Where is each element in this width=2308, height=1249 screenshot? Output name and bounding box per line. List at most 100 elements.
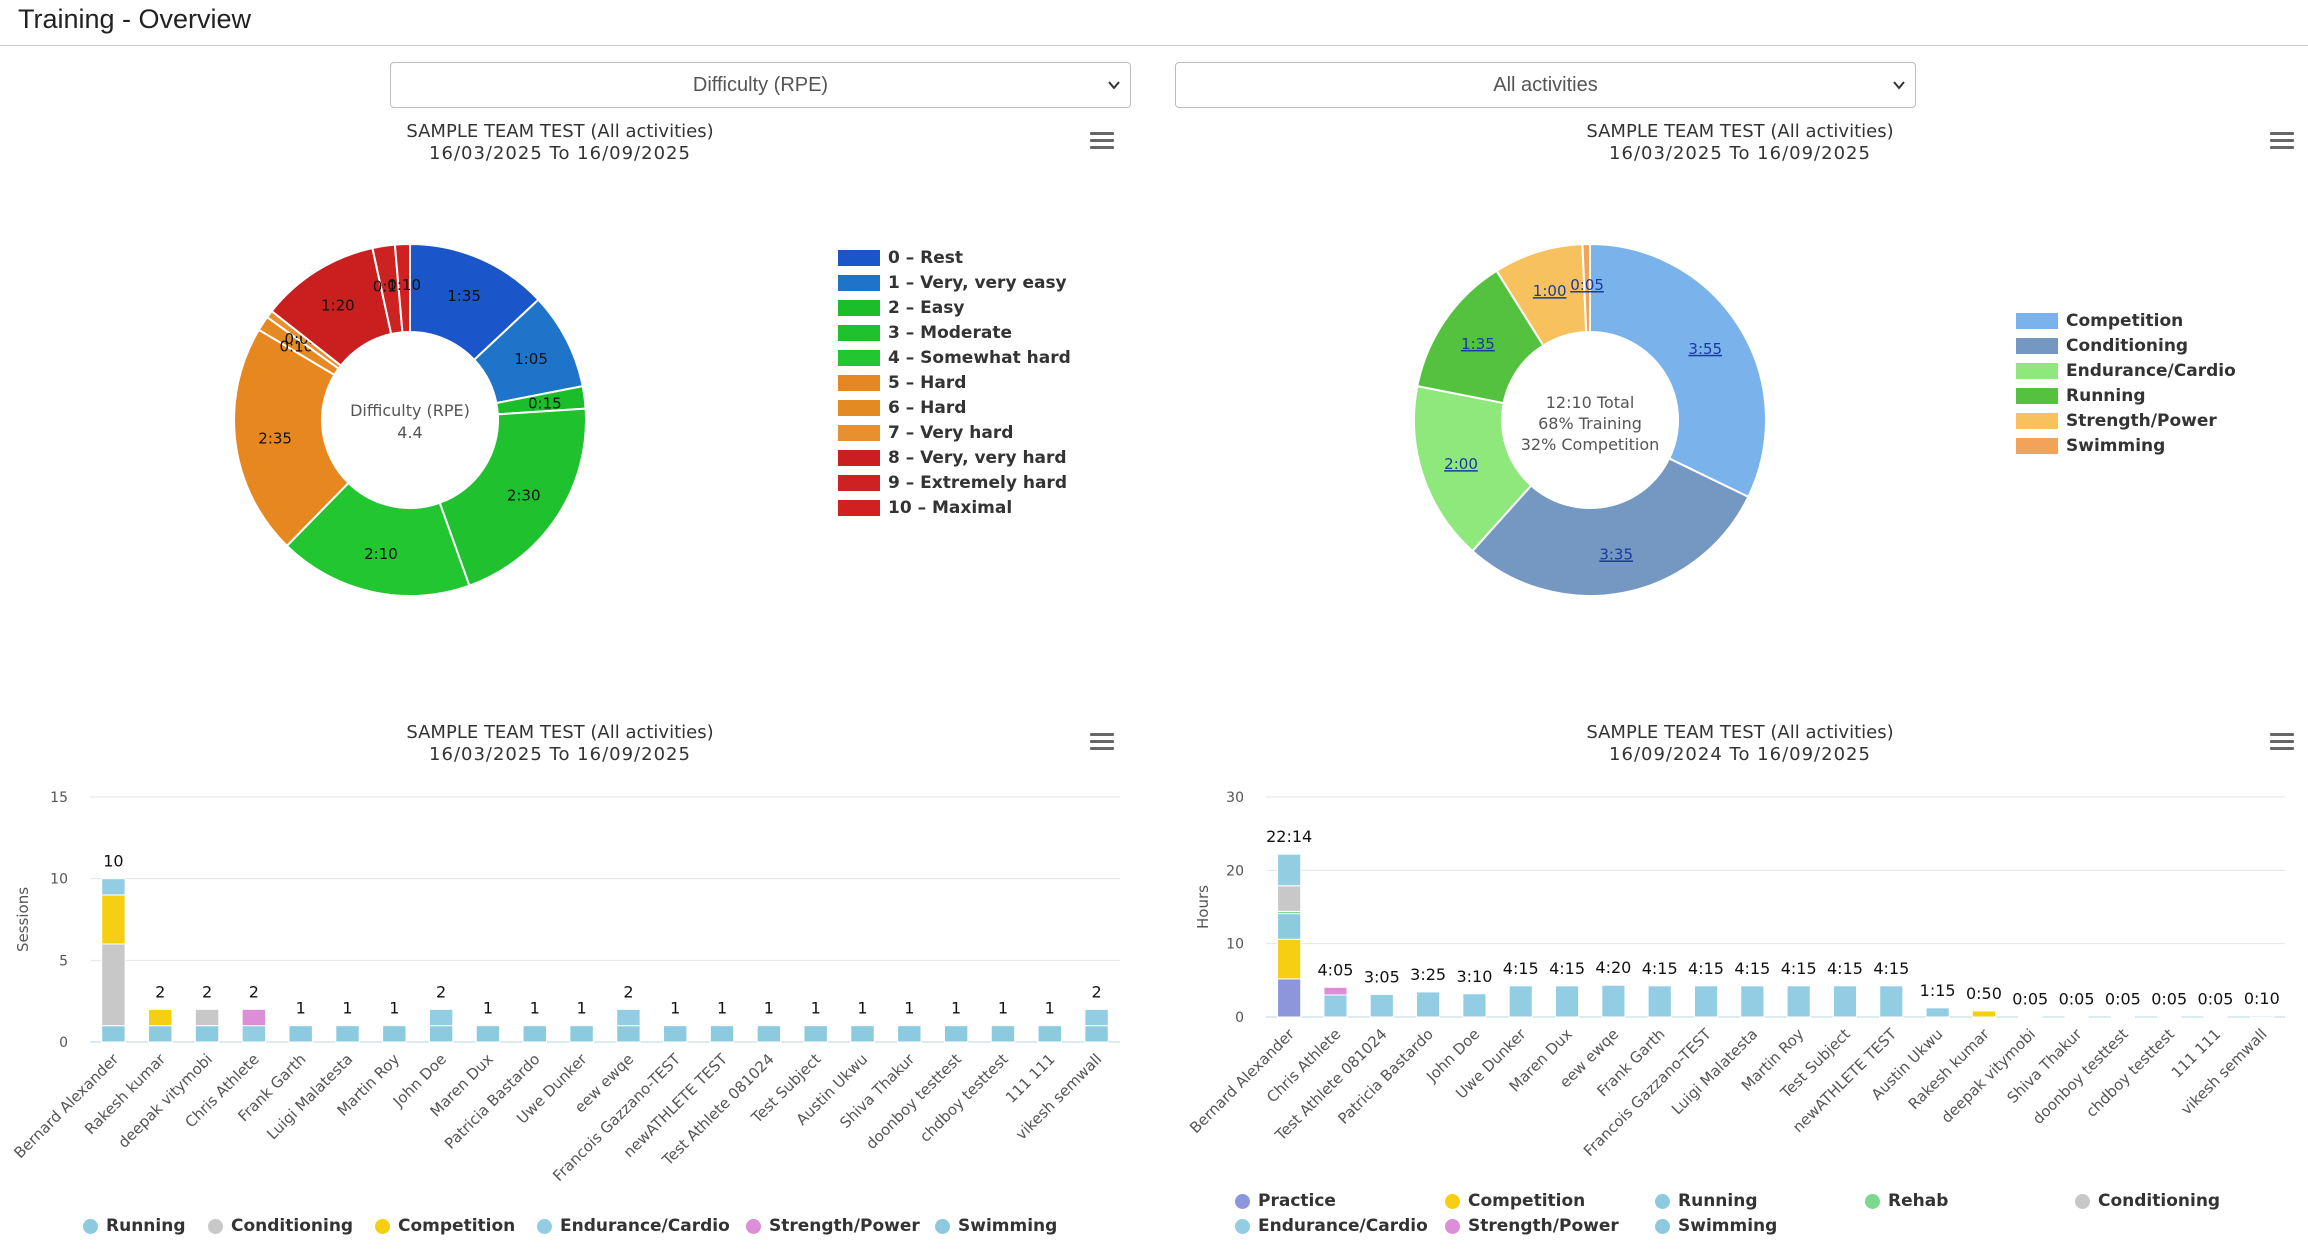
chart4-bar-endurance-cardio[interactable] xyxy=(1277,853,1302,887)
chart3-bar-running[interactable] xyxy=(194,1025,220,1043)
chart3-legend-item-running[interactable]: Running xyxy=(83,1216,186,1236)
chart4-legend-item-strength-power[interactable]: Strength/Power xyxy=(1445,1216,1619,1236)
chart2-legend-item-competition[interactable]: Competition xyxy=(2016,311,2183,331)
chart4-bar-endurance-cardio[interactable] xyxy=(1554,985,1580,1018)
chart3-bar-running[interactable] xyxy=(803,1025,828,1043)
chart3-bar-endurance-cardio[interactable] xyxy=(101,878,126,896)
chart4-legend-item-practice[interactable]: Practice xyxy=(1235,1191,1336,1211)
chart1-slice-4-somewhat-hard[interactable] xyxy=(285,481,471,597)
chart1-legend-item-5-hard[interactable]: 5 – Hard xyxy=(838,373,966,393)
chart4-bar-endurance-cardio[interactable] xyxy=(1647,985,1672,1018)
chart2-slice-label[interactable]: 3:35 xyxy=(1599,545,1633,563)
chart2-slice-label[interactable]: 2:00 xyxy=(1444,455,1478,473)
chart1-slice-3-moderate[interactable] xyxy=(438,407,587,587)
chart4-bar-endurance-cardio[interactable] xyxy=(1462,993,1487,1018)
chart1-legend-item-3-moderate[interactable]: 3 – Moderate xyxy=(838,323,1012,343)
chart3-bar-running[interactable] xyxy=(1037,1025,1062,1043)
chart3-bar-running[interactable] xyxy=(616,1025,641,1043)
chart3-bar-running[interactable] xyxy=(475,1025,501,1043)
chart3-bar-running[interactable] xyxy=(897,1025,922,1043)
chart3-legend-item-conditioning[interactable]: Conditioning xyxy=(208,1216,353,1236)
chart1-slice-5-hard[interactable] xyxy=(233,328,350,548)
chart4-bar-strength-power[interactable] xyxy=(1323,986,1348,996)
chart4-bar-endurance-cardio[interactable] xyxy=(1832,985,1858,1018)
chart3-bar-competition[interactable] xyxy=(148,1008,173,1027)
chart3-legend-item-strength-power[interactable]: Strength/Power xyxy=(746,1216,920,1236)
chart4-bar-endurance-cardio[interactable] xyxy=(2157,1015,2182,1018)
chart4-bar-conditioning[interactable] xyxy=(1277,885,1302,912)
chart3-bar-conditioning[interactable] xyxy=(101,943,126,1027)
chart2-legend-item-strength-power[interactable]: Strength/Power xyxy=(2016,411,2217,431)
chart1-menu-icon[interactable] xyxy=(1090,132,1114,152)
chart4-bar-endurance-cardio[interactable] xyxy=(1879,985,1904,1018)
chart3-bar-endurance-cardio[interactable] xyxy=(1084,1008,1109,1027)
chart4-legend-item-endurance-cardio[interactable]: Endurance/Cardio xyxy=(1235,1216,1428,1236)
chart3-bar-running[interactable] xyxy=(335,1025,360,1043)
chart3-legend-item-swimming[interactable]: Swimming xyxy=(935,1216,1057,1236)
chart4-bar-endurance-cardio[interactable] xyxy=(1601,984,1626,1018)
chart4-bar-endurance-cardio[interactable] xyxy=(1508,985,1533,1018)
chart1-legend-item-9-extremely-hard[interactable]: 9 – Extremely hard xyxy=(838,473,1067,493)
chart3-bar-running[interactable] xyxy=(569,1025,594,1043)
chart4-bar-endurance-cardio[interactable] xyxy=(1693,985,1719,1018)
chart3-bar-running[interactable] xyxy=(990,1025,1016,1043)
chart4-legend-item-swimming[interactable]: Swimming xyxy=(1655,1216,1777,1236)
chart3-bar-endurance-cardio[interactable] xyxy=(616,1008,641,1027)
chart2-slice-competition[interactable] xyxy=(1589,242,1767,499)
chart2-slice-label[interactable]: 1:35 xyxy=(1461,335,1495,353)
chart3-legend-item-endurance-cardio[interactable]: Endurance/Cardio xyxy=(537,1216,730,1236)
chart1-legend-item-0-rest[interactable]: 0 – Rest xyxy=(838,248,963,268)
chart1-slice-10-maximal[interactable] xyxy=(393,242,411,334)
chart1-legend-item-10-maximal[interactable]: 10 – Maximal xyxy=(838,498,1012,518)
chart4-bar-endurance-cardio[interactable] xyxy=(1740,985,1765,1018)
chart1-legend-item-4-somewhat-hard[interactable]: 4 – Somewhat hard xyxy=(838,348,1071,368)
chart3-bar-running[interactable] xyxy=(382,1025,407,1043)
chart2-menu-icon[interactable] xyxy=(2270,132,2294,152)
chart3-bar-strength-power[interactable] xyxy=(241,1008,267,1027)
chart3-bar-running[interactable] xyxy=(101,1025,126,1043)
chart3-bar-running[interactable] xyxy=(850,1025,875,1043)
chart2-slice-endurance-cardio[interactable] xyxy=(1413,384,1533,553)
chart4-menu-icon[interactable] xyxy=(2270,733,2294,753)
chart1-legend-item-7-very-hard[interactable]: 7 – Very hard xyxy=(838,423,1013,443)
chart1-legend-item-2-easy[interactable]: 2 – Easy xyxy=(838,298,964,318)
chart4-bar-endurance-cardio[interactable] xyxy=(1925,1007,1950,1018)
chart4-bar-running[interactable] xyxy=(1277,913,1302,940)
chart4-bar-endurance-cardio[interactable] xyxy=(1369,993,1394,1018)
chart2-legend-item-swimming[interactable]: Swimming xyxy=(2016,436,2165,456)
chart2-slice-conditioning[interactable] xyxy=(1471,457,1750,597)
chart3-bar-running[interactable] xyxy=(756,1025,782,1043)
chart4-bar-competition[interactable] xyxy=(1277,938,1302,980)
chart3-bar-running[interactable] xyxy=(428,1025,454,1043)
chart4-legend-item-competition[interactable]: Competition xyxy=(1445,1191,1585,1211)
chart2-legend-item-conditioning[interactable]: Conditioning xyxy=(2016,336,2188,356)
chart4-bar-competition[interactable] xyxy=(1971,1010,1997,1018)
chart4-bar-endurance-cardio[interactable] xyxy=(2110,1015,2135,1018)
chart3-bar-endurance-cardio[interactable] xyxy=(241,1025,267,1043)
chart2-slice-label[interactable]: 0:05 xyxy=(1570,276,1604,294)
chart1-legend-item-8-very-very-hard[interactable]: 8 – Very, very hard xyxy=(838,448,1067,468)
chart3-bar-running[interactable] xyxy=(663,1025,688,1043)
chart3-bar-running[interactable] xyxy=(709,1025,735,1043)
chart3-menu-icon[interactable] xyxy=(1090,733,1114,753)
chart4-legend-item-rehab[interactable]: Rehab xyxy=(1865,1191,1948,1211)
chart2-slice-label[interactable]: 1:00 xyxy=(1533,282,1567,300)
chart3-legend-item-competition[interactable]: Competition xyxy=(375,1216,515,1236)
chart3-bar-running[interactable] xyxy=(522,1025,547,1043)
chart4-bar-endurance-cardio[interactable] xyxy=(2203,1015,2228,1018)
chart3-bar-competition[interactable] xyxy=(101,894,126,945)
chart1-legend-item-1-very-very-easy[interactable]: 1 – Very, very easy xyxy=(838,273,1067,293)
chart3-bar-conditioning[interactable] xyxy=(194,1008,220,1027)
activity-select[interactable]: All activities xyxy=(1175,62,1916,108)
chart3-bar-endurance-cardio[interactable] xyxy=(428,1008,454,1027)
chart3-bar-running[interactable] xyxy=(943,1025,969,1043)
chart4-legend-item-running[interactable]: Running xyxy=(1655,1191,1758,1211)
chart1-legend-item-6-hard[interactable]: 6 – Hard xyxy=(838,398,966,418)
chart4-bar-endurance-cardio[interactable] xyxy=(2064,1015,2089,1018)
chart4-bar-endurance-cardio[interactable] xyxy=(2249,1015,2274,1018)
chart2-slice-label[interactable]: 3:55 xyxy=(1688,340,1722,358)
chart3-bar-running[interactable] xyxy=(1084,1025,1109,1043)
chart4-bar-endurance-cardio[interactable] xyxy=(2018,1015,2043,1018)
chart2-legend-item-running[interactable]: Running xyxy=(2016,386,2146,406)
metric-select[interactable]: Difficulty (RPE) xyxy=(390,62,1131,108)
